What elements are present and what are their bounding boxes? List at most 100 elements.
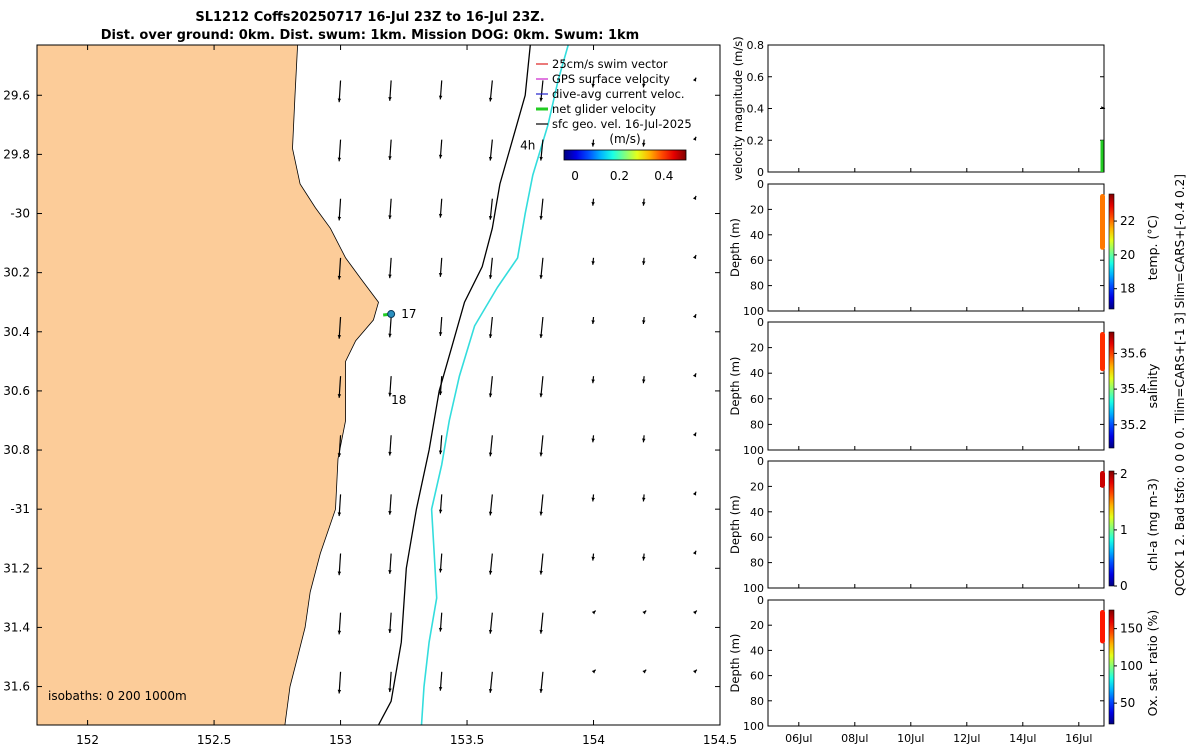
velocity-arrowhead (692, 432, 697, 437)
hour-label: 4h (520, 139, 535, 153)
panel-colorbar-label: chl-a (mg m-3) (1145, 478, 1160, 571)
velocity-arrowhead (388, 156, 392, 160)
velocity-arrowhead (539, 393, 543, 398)
panel-y-label: Depth (m) (728, 634, 742, 693)
panel-y-tick-label: 0 (757, 178, 764, 191)
velocity-arrowhead (539, 570, 543, 575)
day-label: 18 (391, 393, 406, 407)
colorbar-tick-label: 1 (1120, 523, 1128, 537)
velocity-arrowhead (488, 97, 493, 102)
velocity-vector (338, 553, 342, 576)
velocity-arrowhead (438, 568, 443, 573)
panel-frame (767, 321, 1105, 451)
velocity-arrowhead (337, 334, 342, 339)
colorbar-tick-label: 20 (1120, 248, 1135, 262)
legend-label: GPS surface velocity (552, 72, 670, 86)
map-y-tick-label: -30 (10, 207, 30, 221)
panel-y-label: Depth (m) (728, 357, 742, 416)
velocity-arrowhead (539, 511, 543, 516)
velocity-arrowhead (692, 255, 697, 260)
velocity-arrowhead (488, 570, 493, 575)
velocity-arrowhead (693, 669, 697, 674)
map-x-tick-label: 152.5 (197, 733, 231, 747)
map-y-tick-label: 30.2 (3, 266, 30, 280)
velocity-arrowhead (438, 509, 443, 514)
velocity-arrowhead (642, 320, 646, 324)
velocity-arrowhead (591, 320, 595, 324)
profile-data-bar (1100, 332, 1105, 372)
velocity-arrowhead (642, 83, 646, 88)
map-x-tick-label: 154 (582, 733, 605, 747)
velocity-arrowhead (642, 610, 647, 615)
panel-frame (767, 183, 1105, 312)
velocity-arrowhead (337, 216, 342, 221)
panel-y-tick-label: 60 (750, 254, 764, 267)
velocity-arrowhead (388, 274, 392, 279)
velocity-arrowhead (337, 275, 342, 280)
panel-y-tick-label: 0.6 (747, 71, 765, 84)
colorbar-tick-label: 0 (1120, 579, 1128, 593)
panel-colorbar (1108, 609, 1115, 725)
velocity-arrowhead (488, 393, 493, 398)
panel-x-tick-label: 10Jul (897, 732, 924, 745)
map-x-tick-label: 153 (329, 733, 352, 747)
velocity-arrowhead (642, 142, 646, 147)
velocity-arrowhead (642, 201, 646, 206)
map-frame (36, 44, 721, 726)
panel-y-tick-label: 60 (750, 393, 764, 406)
map-colorbar-tick: 0 (571, 169, 579, 183)
velocity-arrowhead (642, 261, 646, 265)
velocity-arrowhead (488, 629, 493, 634)
map-y-tick-label: 29.6 (3, 88, 30, 102)
velocity-arrowhead (337, 571, 342, 576)
panel-y-tick-label: 0 (757, 166, 764, 179)
figure-title-line1: SL1212 Coffs20250717 16-Jul 23Z to 16-Ju… (195, 10, 545, 25)
panel-x-tick-label: 06Jul (785, 732, 812, 745)
velocity-arrowhead (591, 379, 595, 384)
velocity-vector (338, 494, 342, 517)
panel-y-tick-label: 0 (757, 316, 764, 329)
panel-y-tick-label: 40 (750, 506, 764, 519)
velocity-arrowhead (438, 450, 443, 455)
velocity-arrowhead (337, 689, 342, 694)
map-y-tick-label: 30.4 (3, 325, 30, 339)
velocity-arrowhead (337, 98, 342, 103)
colorbar-tick-label: 2 (1120, 467, 1128, 481)
velocity-arrowhead (388, 510, 392, 515)
panel-frame (767, 599, 1105, 727)
map-y-tick-label: 31.2 (3, 561, 30, 575)
legend-label: net glider velocity (552, 102, 656, 116)
legend-label: sfc geo. vel. 16-Jul-2025 (552, 117, 692, 131)
velocity-arrowhead (539, 689, 543, 693)
velocity-vector (338, 198, 342, 221)
colorbar-tick-label: 50 (1120, 696, 1135, 710)
velocity-arrowhead (591, 261, 595, 265)
velocity-arrowhead (488, 452, 493, 457)
velocity-arrowhead (438, 686, 443, 691)
velocity-arrowhead (591, 83, 595, 88)
panel-y-tick-label: 100 (743, 305, 764, 318)
velocity-arrowhead (388, 392, 392, 397)
map-y-tick-label: 31.4 (3, 620, 30, 634)
panel-colorbar-label: salinity (1145, 363, 1160, 408)
velocity-arrowhead (388, 215, 392, 220)
panel-y-tick-label: 100 (743, 444, 764, 457)
velocity-arrowhead (642, 438, 646, 443)
map-colorbar-title: (m/s) (609, 132, 640, 146)
velocity-arrowhead (591, 142, 595, 147)
map-y-tick-label: -31 (10, 502, 30, 516)
panel-colorbar-label: Ox. sat. ratio (%) (1145, 610, 1160, 717)
velocity-vector (338, 435, 342, 457)
velocity-arrowhead (539, 97, 543, 102)
velocity-arrowhead (388, 629, 392, 633)
panel-y-tick-label: 80 (750, 557, 764, 570)
panel-frame (767, 44, 1105, 173)
velocity-vector (338, 612, 342, 635)
panel-x-tick-label: 14Jul (1009, 732, 1036, 745)
panel-y-tick-label: 40 (750, 367, 764, 380)
panel-y-tick-label: 20 (750, 203, 764, 216)
panel-y-tick-label: 0 (757, 455, 764, 468)
velocity-arrowhead (692, 136, 697, 141)
